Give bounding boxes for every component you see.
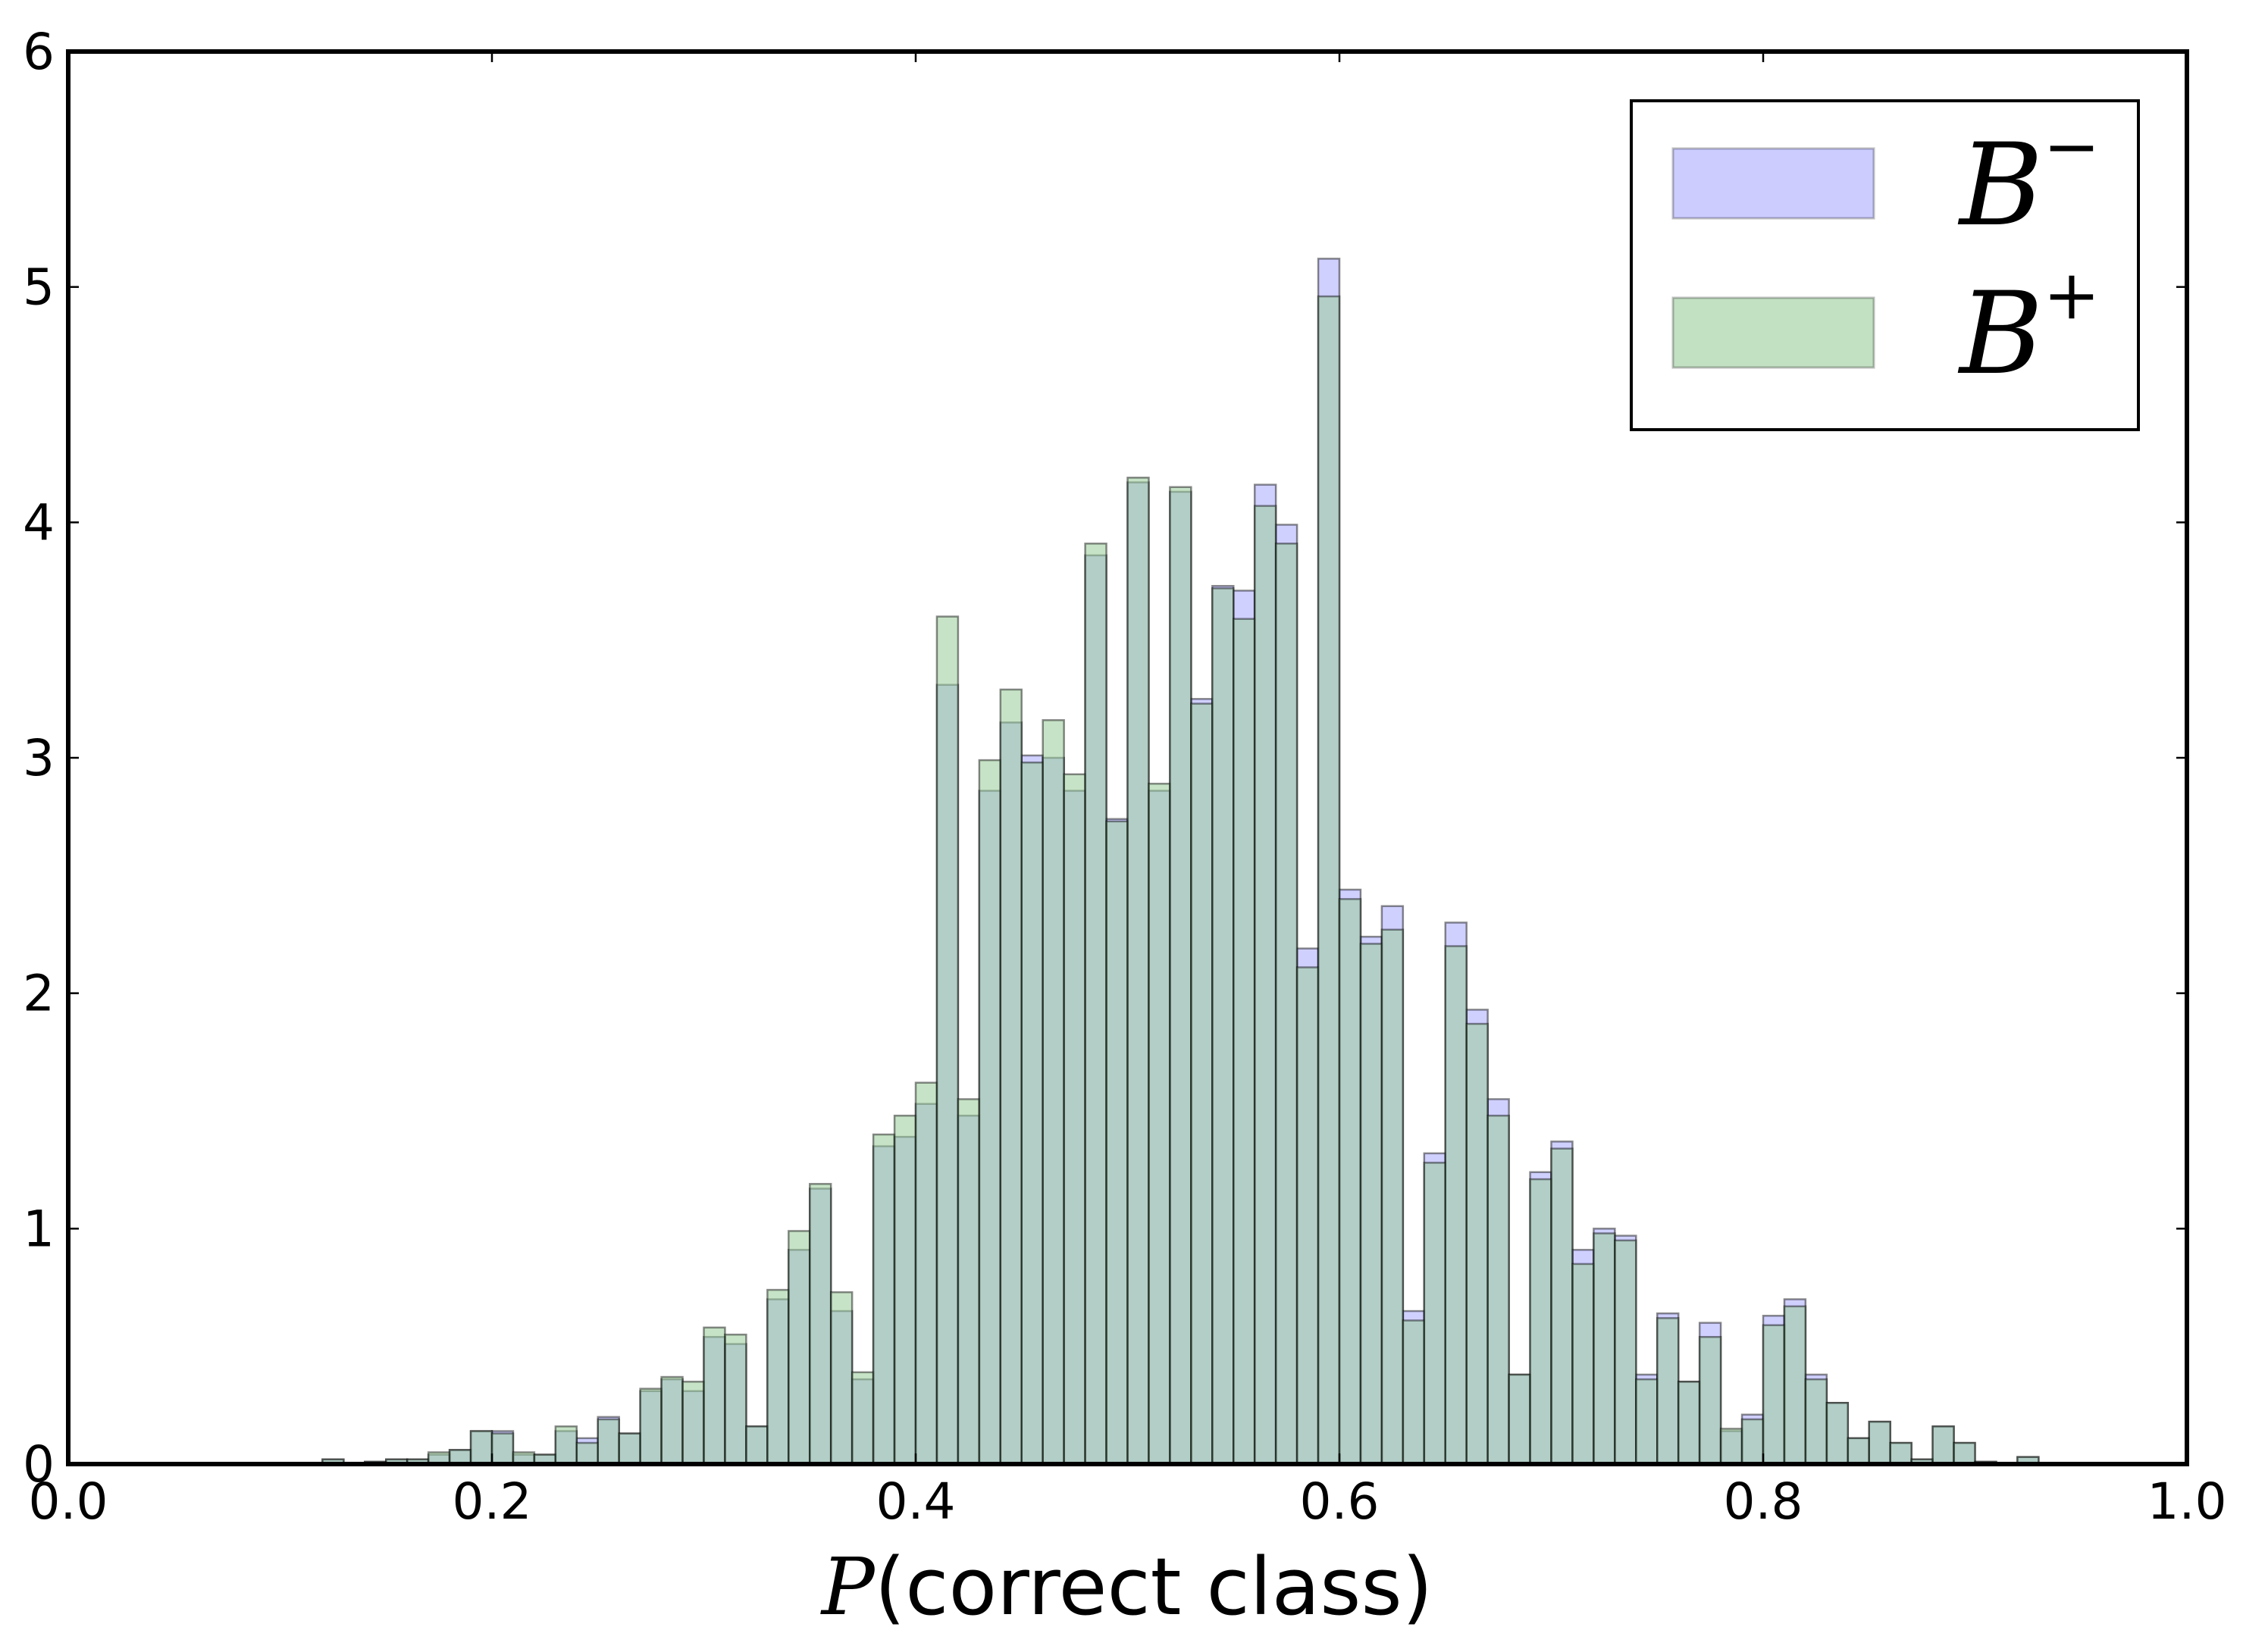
- x-tick-label: 0.0: [29, 1472, 108, 1531]
- bar-series-b-plus: [1042, 719, 1065, 1466]
- bar-series-b-plus: [575, 1441, 599, 1466]
- bar-series-b-plus: [1063, 773, 1086, 1466]
- bar-series-b-plus: [660, 1375, 684, 1466]
- bar-series-b-plus: [1402, 1319, 1426, 1466]
- y-tick-label: 2: [23, 965, 55, 1023]
- bar-series-b-plus: [1719, 1428, 1743, 1466]
- bar-series-b-plus: [1465, 1022, 1489, 1466]
- y-tick-label: 4: [23, 493, 55, 552]
- bar-series-b-plus: [1486, 1114, 1510, 1466]
- bar-series-b-plus: [469, 1430, 493, 1466]
- bar-series-b-plus: [1889, 1441, 1913, 1466]
- legend-label-b-plus-sup: +: [2043, 255, 2100, 335]
- bar-series-b-plus: [766, 1288, 790, 1466]
- bar-series-b-plus: [1084, 543, 1107, 1466]
- bar-series-b-plus: [1295, 966, 1320, 1466]
- x-axis-label-variable: P: [820, 1541, 876, 1633]
- bar-series-b-plus: [1444, 945, 1468, 1466]
- bar-series-b-plus: [1656, 1317, 1680, 1466]
- legend-label-b-minus: B−: [1957, 107, 2100, 252]
- bar-series-b-plus: [1740, 1418, 1765, 1466]
- legend-swatch-b-plus: [1671, 296, 1875, 369]
- bar-series-b-plus: [1635, 1378, 1659, 1466]
- bar-series-b-plus: [681, 1381, 705, 1466]
- bar-series-b-plus: [1169, 486, 1192, 1466]
- bar-series-b-plus: [914, 1081, 938, 1466]
- x-axis-label-text: (correct class): [875, 1541, 1433, 1633]
- legend-swatch-b-minus: [1671, 147, 1875, 220]
- bar-series-b-plus: [1593, 1232, 1616, 1466]
- bar-series-b-plus: [1677, 1381, 1701, 1466]
- y-tick-label: 0: [23, 1435, 55, 1494]
- y-tick-label: 3: [23, 729, 55, 787]
- legend-label-b-plus: B+: [1957, 255, 2100, 400]
- bar-series-b-plus: [788, 1230, 811, 1466]
- bar-series-b-plus: [618, 1432, 641, 1466]
- x-tick-label: 0.4: [876, 1472, 956, 1531]
- tick-labels-group: 0.0 0.2 0.4 0.6 0.8 1.0 0 1 2 3 4 5 6: [23, 23, 2226, 1531]
- legend: B− B+: [1630, 99, 2140, 431]
- bar-series-b-plus: [1211, 587, 1235, 1466]
- bar-series-b-plus: [1762, 1324, 1786, 1466]
- bar-series-b-plus: [999, 688, 1023, 1466]
- bar-series-b-plus: [1020, 761, 1044, 1466]
- legend-label-b-minus-sup: −: [2043, 107, 2100, 186]
- bar-series-b-plus: [829, 1291, 854, 1466]
- bar-series-b-plus: [639, 1388, 663, 1466]
- bar-series-b-plus: [1571, 1262, 1595, 1466]
- bar-series-b-plus: [703, 1326, 726, 1466]
- bar-series-b-plus: [1804, 1378, 1828, 1466]
- bar-series-b-plus: [893, 1114, 917, 1466]
- bar-series-b-plus: [1550, 1147, 1574, 1466]
- bar-series-b-plus: [1126, 477, 1150, 1466]
- bars-group: [321, 258, 2040, 1466]
- bar-series-b-plus: [1359, 943, 1383, 1466]
- bar-series-b-plus: [1338, 898, 1362, 1466]
- bar-series-b-plus: [597, 1418, 620, 1466]
- bar-series-b-plus: [1233, 618, 1256, 1466]
- bar-series-b-plus: [745, 1425, 769, 1466]
- bar-series-b-plus: [1253, 505, 1277, 1466]
- bar-series-b-plus: [872, 1133, 896, 1466]
- bar-series-b-plus: [1274, 543, 1298, 1466]
- x-tick-label: 0.2: [453, 1472, 532, 1531]
- bar-series-b-plus: [1783, 1305, 1807, 1466]
- legend-label-b-plus-base: B: [1957, 268, 2043, 400]
- bar-series-b-plus: [1148, 782, 1171, 1466]
- bar-series-b-plus: [554, 1425, 578, 1466]
- bar-series-b-plus: [957, 1098, 981, 1466]
- bar-series-b-plus: [1423, 1162, 1447, 1466]
- y-tick-label: 6: [23, 23, 55, 81]
- bar-series-b-plus: [1190, 702, 1214, 1466]
- bar-series-b-plus: [851, 1371, 875, 1466]
- y-tick-label: 5: [23, 258, 55, 317]
- bar-series-b-plus: [490, 1432, 515, 1466]
- bar-series-b-plus: [1508, 1373, 1531, 1466]
- bar-series-b-plus: [1931, 1425, 1955, 1466]
- plot-frame: [66, 49, 2189, 1466]
- bar-series-b-plus: [1698, 1335, 1722, 1466]
- bar-series-b-plus: [809, 1183, 832, 1466]
- bar-series-b-plus: [1825, 1401, 1850, 1466]
- x-tick-label: 1.0: [2147, 1472, 2227, 1531]
- bar-series-b-plus: [978, 759, 1002, 1466]
- legend-label-b-minus-base: B: [1957, 120, 2043, 252]
- x-tick-label: 0.8: [1724, 1472, 1803, 1531]
- bar-series-b-plus: [1105, 820, 1129, 1466]
- bar-series-b-plus: [1614, 1239, 1637, 1466]
- bar-series-b-plus: [1380, 928, 1405, 1466]
- bar-series-b-plus: [724, 1333, 747, 1466]
- x-axis-label: P(correct class): [820, 1541, 1433, 1633]
- bar-series-b-plus: [1317, 295, 1341, 1466]
- bar-series-b-plus: [1847, 1437, 1871, 1466]
- x-tick-label: 0.6: [1300, 1472, 1380, 1531]
- bar-series-b-plus: [1953, 1441, 1976, 1466]
- bar-series-b-plus: [1529, 1178, 1552, 1466]
- bar-series-b-plus: [1868, 1420, 1891, 1466]
- bar-series-b-plus: [935, 615, 960, 1466]
- y-tick-label: 1: [23, 1200, 55, 1258]
